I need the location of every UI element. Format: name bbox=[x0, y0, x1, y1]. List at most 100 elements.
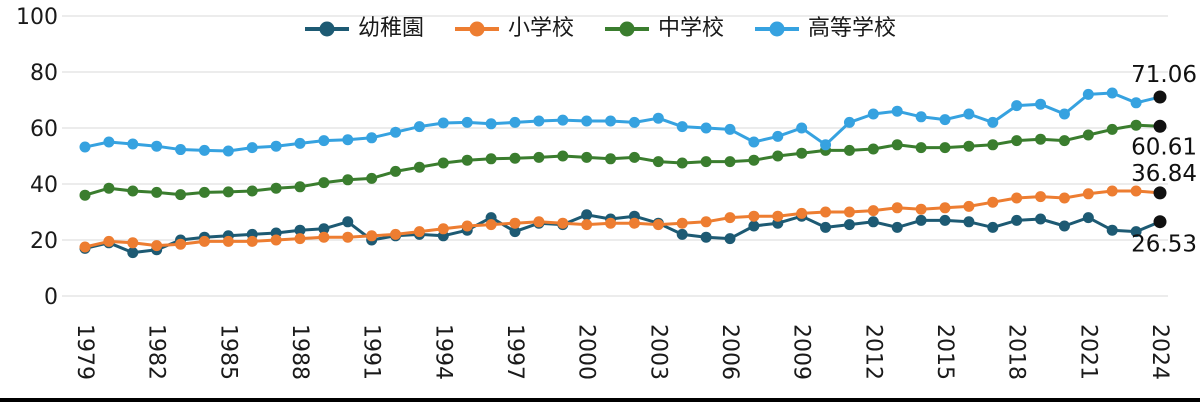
data-point bbox=[700, 231, 712, 243]
data-point bbox=[103, 136, 115, 148]
data-point bbox=[198, 186, 210, 198]
y-axis-tick-label: 80 bbox=[30, 61, 58, 86]
x-axis-tick-label: 2012 bbox=[860, 324, 885, 380]
data-point bbox=[557, 114, 569, 126]
data-point bbox=[1106, 123, 1118, 135]
data-point bbox=[748, 210, 760, 222]
x-axis-tick-label: 1994 bbox=[430, 324, 455, 380]
data-point bbox=[461, 116, 473, 128]
data-point bbox=[437, 223, 449, 235]
data-point bbox=[724, 123, 736, 135]
data-point bbox=[652, 112, 664, 124]
end-value-label: 71.06 bbox=[1131, 62, 1197, 88]
data-point bbox=[366, 172, 378, 184]
data-point bbox=[318, 231, 330, 243]
data-point bbox=[843, 144, 855, 156]
data-point bbox=[342, 174, 354, 186]
data-point bbox=[700, 156, 712, 168]
data-point bbox=[891, 202, 903, 214]
series-line-2 bbox=[83, 189, 1162, 249]
data-point bbox=[605, 153, 617, 165]
data-point bbox=[1035, 191, 1047, 203]
x-axis-tick-label: 1997 bbox=[502, 324, 527, 380]
y-axis-tick-label: 100 bbox=[16, 5, 58, 30]
data-point bbox=[628, 217, 640, 229]
data-point bbox=[175, 144, 187, 156]
data-point bbox=[581, 209, 593, 221]
data-point bbox=[222, 145, 234, 157]
data-point bbox=[820, 221, 832, 233]
legend-marker-icon bbox=[454, 21, 499, 37]
data-point bbox=[843, 116, 855, 128]
data-point bbox=[581, 115, 593, 127]
data-point bbox=[843, 206, 855, 218]
data-point bbox=[366, 132, 378, 144]
end-value-label: 36.84 bbox=[1131, 161, 1197, 187]
data-point bbox=[1011, 135, 1023, 147]
x-axis-tick-label: 2024 bbox=[1147, 324, 1172, 380]
data-point bbox=[987, 196, 999, 208]
x-axis-tick-label: 2021 bbox=[1075, 324, 1100, 380]
data-point bbox=[939, 142, 951, 154]
data-point bbox=[891, 105, 903, 117]
data-point bbox=[557, 217, 569, 229]
data-point bbox=[772, 130, 784, 142]
data-point bbox=[796, 207, 808, 219]
data-point bbox=[605, 217, 617, 229]
data-point bbox=[867, 205, 879, 217]
data-point bbox=[939, 214, 951, 226]
data-point bbox=[772, 150, 784, 162]
end-value-label: 26.53 bbox=[1131, 232, 1197, 258]
series-line-3 bbox=[83, 123, 1162, 197]
data-point bbox=[581, 219, 593, 231]
data-point bbox=[676, 157, 688, 169]
x-axis-tick-label: 1979 bbox=[72, 324, 97, 380]
data-point bbox=[1082, 212, 1094, 224]
legend-item-2: 小学校 bbox=[454, 18, 574, 40]
data-point bbox=[198, 144, 210, 156]
legend-marker-icon bbox=[304, 21, 349, 37]
data-point bbox=[103, 235, 115, 247]
series-line-1 bbox=[83, 213, 1162, 255]
data-point bbox=[963, 200, 975, 212]
data-point bbox=[342, 216, 354, 228]
data-point bbox=[533, 151, 545, 163]
data-point bbox=[485, 118, 497, 130]
x-axis-tick-label: 2000 bbox=[574, 324, 599, 380]
data-point bbox=[1082, 129, 1094, 141]
data-point bbox=[939, 114, 951, 126]
data-point bbox=[1011, 192, 1023, 204]
legend-label: 小学校 bbox=[507, 16, 574, 41]
data-point bbox=[987, 139, 999, 151]
data-point bbox=[366, 230, 378, 242]
data-point bbox=[318, 135, 330, 147]
data-point bbox=[294, 181, 306, 193]
data-point bbox=[127, 138, 139, 150]
data-point bbox=[987, 116, 999, 128]
data-point bbox=[820, 206, 832, 218]
bottom-divider bbox=[0, 398, 1200, 402]
x-axis-tick-label: 2006 bbox=[717, 324, 742, 380]
data-point bbox=[270, 234, 282, 246]
legend-label: 幼稚園 bbox=[357, 16, 424, 41]
x-axis-tick-label: 1988 bbox=[287, 324, 312, 380]
data-point bbox=[1082, 188, 1094, 200]
data-point bbox=[1011, 100, 1023, 112]
data-point bbox=[533, 216, 545, 228]
data-point bbox=[198, 235, 210, 247]
data-point bbox=[891, 139, 903, 151]
data-point bbox=[151, 140, 163, 152]
chart-legend: 幼稚園 小学校 中学校 高等学校 bbox=[0, 18, 1200, 40]
data-point bbox=[509, 226, 521, 238]
data-point bbox=[485, 153, 497, 165]
data-point bbox=[652, 156, 664, 168]
data-point bbox=[222, 235, 234, 247]
legend-item-4: 高等学校 bbox=[754, 18, 896, 40]
y-axis-tick-label: 20 bbox=[30, 229, 58, 254]
data-point bbox=[1035, 98, 1047, 110]
data-point bbox=[724, 233, 736, 245]
data-point bbox=[1011, 214, 1023, 226]
x-axis-tick-label: 2009 bbox=[789, 324, 814, 380]
